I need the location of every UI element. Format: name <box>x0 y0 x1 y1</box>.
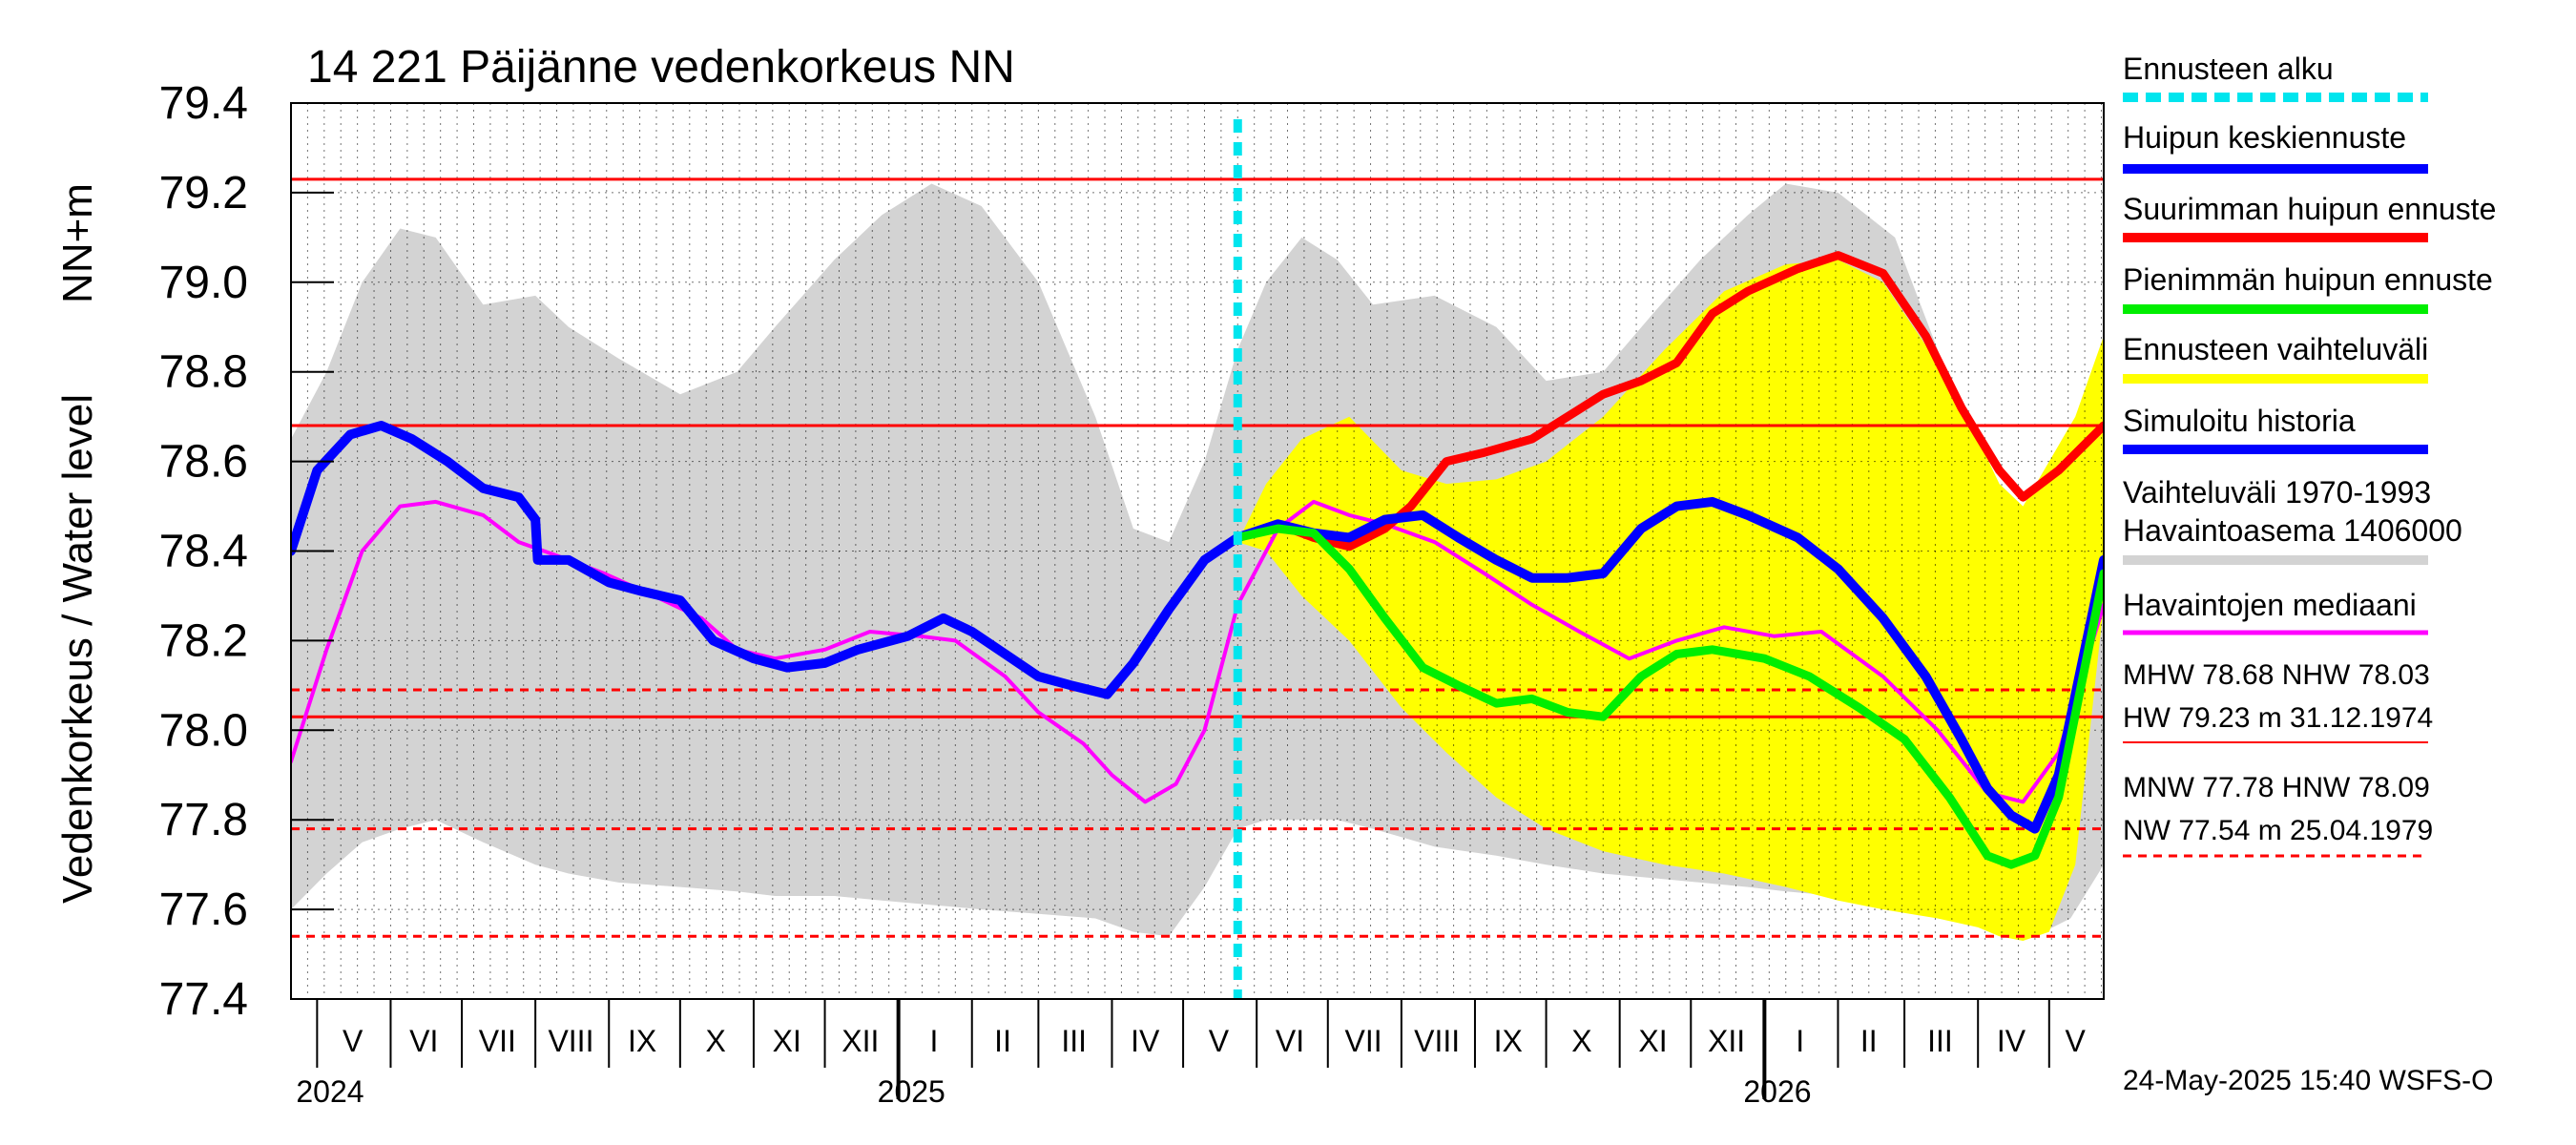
month-label: VII <box>479 1024 516 1058</box>
month-label: I <box>930 1024 939 1058</box>
band-forecast-range <box>1237 260 2104 941</box>
legend-label: Vaihteluväli 1970-1993 <box>2123 475 2431 510</box>
month-label: VI <box>409 1024 438 1058</box>
stats-line-4: NW 77.54 m 25.04.1979 <box>2123 815 2433 846</box>
plot-area <box>291 103 2104 999</box>
month-label: II <box>1860 1024 1878 1058</box>
y-tick-label: 78.4 <box>159 527 248 577</box>
chart-footer: 24-May-2025 15:40 WSFS-O <box>2123 1065 2494 1096</box>
month-label: VIII <box>548 1024 593 1058</box>
month-label: IX <box>1494 1024 1523 1058</box>
y-axis-unit: NN+m <box>54 183 101 303</box>
year-label: 2026 <box>1743 1074 1811 1109</box>
legend-label-secondary: Havaintoasema 1406000 <box>2123 513 2462 548</box>
month-label: III <box>1061 1024 1087 1058</box>
month-label: X <box>1571 1024 1591 1058</box>
legend-label: Suurimman huipun ennuste <box>2123 192 2496 226</box>
legend-label: Havaintojen mediaani <box>2123 588 2417 622</box>
month-label: I <box>1796 1024 1804 1058</box>
series-huipun-keskiennuste <box>1233 496 2104 834</box>
stats-line-1: MHW 78.68 NHW 78.03 <box>2123 659 2430 691</box>
vertical-grid <box>291 103 2104 999</box>
y-tick-label: 79.4 <box>159 78 248 129</box>
y-tick-label: 78.6 <box>159 437 248 488</box>
y-tick-label: 77.6 <box>159 885 248 935</box>
legend-label: Huipun keskiennuste <box>2123 120 2406 155</box>
month-label: X <box>705 1024 725 1058</box>
reference-stats: MHW 78.68 NHW 78.03 HW 79.23 m 31.12.197… <box>2123 659 2433 846</box>
year-label: 2025 <box>878 1074 945 1109</box>
month-label: V <box>2065 1024 2086 1058</box>
month-label: IX <box>628 1024 656 1058</box>
month-label: VII <box>1345 1024 1382 1058</box>
y-tick-label: 78.8 <box>159 347 248 398</box>
y-axis-label: Vedenkorkeus / Water level <box>54 394 101 904</box>
y-tick-label: 78.2 <box>159 615 248 666</box>
x-axis: V VI VII VIII IX X XI XII I II III IV V VI VII VIII IX X X… <box>296 999 2086 1109</box>
month-label: II <box>994 1024 1011 1058</box>
month-label: XI <box>773 1024 801 1058</box>
axes: 79.4 79.2 79.0 78.8 78.6 78.4 78.2 78.0 77.8 77.6… <box>159 78 2105 1109</box>
year-label: 2024 <box>296 1074 364 1109</box>
month-label: V <box>1209 1024 1230 1058</box>
month-label: VI <box>1276 1024 1304 1058</box>
y-tick-label: 77.8 <box>159 795 248 845</box>
y-tick-label: 79.2 <box>159 168 248 219</box>
series-pienimm-n-huipun-ennuste <box>1233 524 2104 869</box>
month-label: VIII <box>1414 1024 1460 1058</box>
chart-title: 14 221 Päijänne vedenkorkeus NN <box>307 42 1015 93</box>
legend-label: Pienimmän huipun ennuste <box>2123 262 2493 297</box>
legend-label: Simuloitu historia <box>2123 404 2356 438</box>
series-suurimman-huipun-ennuste <box>1233 251 2104 552</box>
stats-line-3: MNW 77.78 HNW 78.09 <box>2123 772 2430 803</box>
month-label: IV <box>1997 1024 2026 1058</box>
month-label: XII <box>841 1024 879 1058</box>
series-simuloitu-historia <box>291 421 1243 699</box>
legend-label: Ennusteen alku <box>2123 52 2334 86</box>
month-label: III <box>1927 1024 1953 1058</box>
month-label: XII <box>1708 1024 1745 1058</box>
y-tick-label: 78.0 <box>159 705 248 756</box>
legend-label: Ennusteen vaihteluväli <box>2123 332 2428 366</box>
month-label: V <box>343 1024 364 1058</box>
legend: Ennusteen alku Huipun keskiennuste Suurimm… <box>2123 52 2496 858</box>
y-tick-label: 77.4 <box>159 974 248 1025</box>
month-label: IV <box>1131 1024 1160 1058</box>
month-label: XI <box>1638 1024 1667 1058</box>
plot-content <box>291 103 2104 999</box>
stats-line-2: HW 79.23 m 31.12.1974 <box>2123 702 2433 734</box>
y-tick-label: 79.0 <box>159 258 248 308</box>
